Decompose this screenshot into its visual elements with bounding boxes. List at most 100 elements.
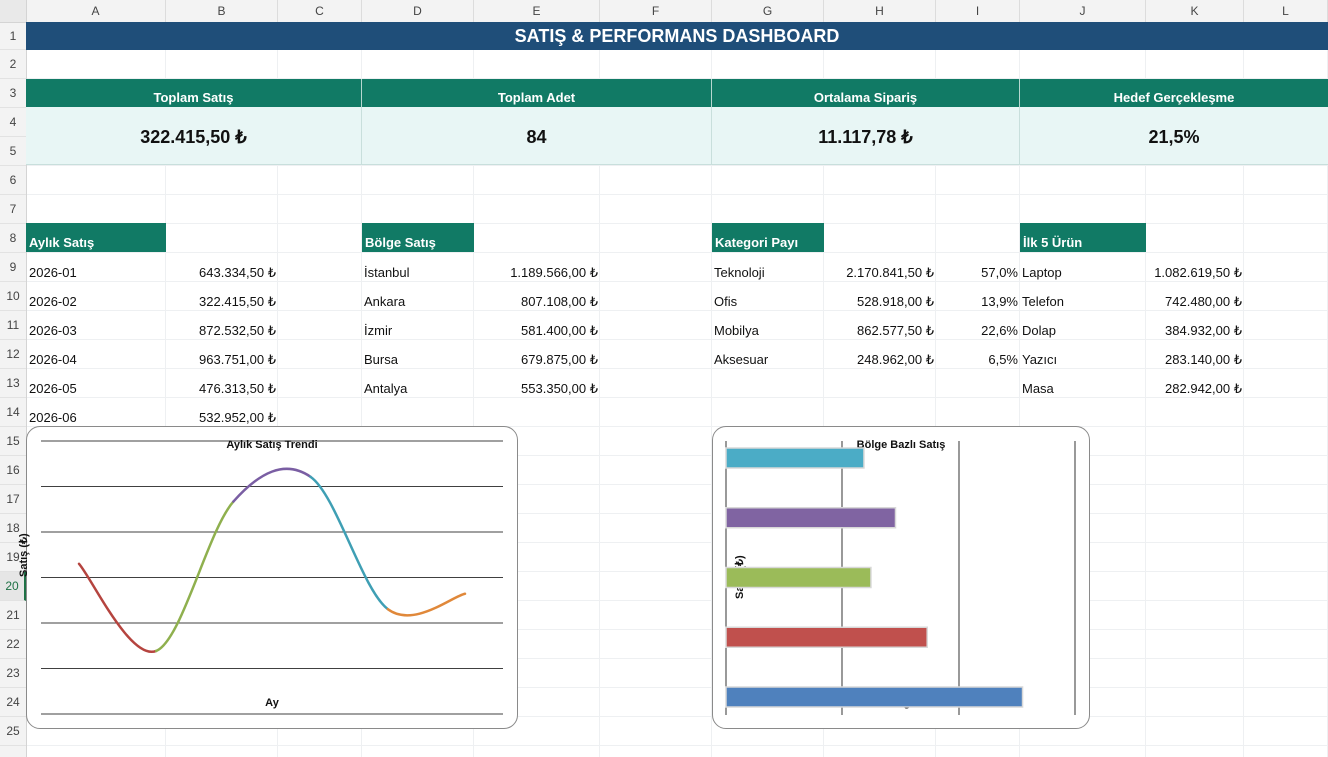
column-gridline (823, 22, 824, 757)
row-gridline (26, 165, 1328, 166)
line-chart-monthly-trend[interactable]: Aylık Satış Trendi Ay Satış (₺) (18, 426, 518, 729)
region-name-cell: Antalya (364, 381, 408, 396)
section-header-category: Kategori Payı (712, 223, 824, 252)
region-name-cell: Bursa (364, 352, 398, 367)
monthly-value-cell: 643.334,50 ₺ (199, 265, 276, 280)
row-header-5[interactable]: 5 (0, 137, 26, 166)
product-name-cell: Dolap (1022, 323, 1056, 338)
region-name-cell: İzmir (364, 323, 393, 338)
row-header-1[interactable]: 1 (0, 22, 26, 50)
row-header-16[interactable]: 16 (0, 456, 26, 485)
row-header-8[interactable]: 8 (0, 224, 26, 253)
kpi-value-total-sales: 322.415,50 ₺ (26, 107, 362, 165)
category-name-cell: Teknoloji (714, 265, 765, 280)
column-header-c[interactable]: C (278, 0, 362, 22)
column-gridline (599, 22, 600, 757)
kpi-label-total-qty: Toplam Adet (362, 79, 712, 107)
section-header-top-products: İlk 5 Ürün (1020, 223, 1146, 252)
column-header-l[interactable]: L (1244, 0, 1328, 22)
row-header-22[interactable]: 22 (0, 630, 26, 659)
row-header-17[interactable]: 17 (0, 485, 26, 514)
category-value-cell: 248.962,00 ₺ (857, 352, 934, 367)
row-header-18[interactable]: 18 (0, 514, 26, 543)
region-value-cell: 807.108,00 ₺ (521, 294, 598, 309)
row-header-23[interactable]: 23 (0, 659, 26, 688)
row-gridline (26, 310, 1328, 311)
bar-chart-plot (725, 441, 1076, 715)
monthly-month-cell: 2026-01 (29, 265, 77, 280)
bar-chart-title: Bölge Bazlı Satış (856, 439, 946, 451)
line-chart-segment-2026-05 (386, 592, 467, 617)
row-gridline (26, 223, 1328, 224)
column-gridline (1243, 22, 1244, 757)
row-gridline (26, 455, 1328, 456)
row-header-9[interactable]: 9 (0, 253, 26, 282)
row-gridline (26, 281, 1328, 282)
row-gridline (26, 716, 1328, 717)
monthly-month-cell: 2026-06 (29, 410, 77, 425)
row-header-25[interactable]: 25 (0, 717, 26, 746)
monthly-month-cell: 2026-04 (29, 352, 77, 367)
row-header-24[interactable]: 24 (0, 688, 26, 717)
row-gridline (26, 658, 1328, 659)
category-value-cell: 862.577,50 ₺ (857, 323, 934, 338)
row-gridline (26, 339, 1328, 340)
kpi-label-total-sales: Toplam Satış (26, 79, 362, 107)
dashboard-title: SATIŞ & PERFORMANS DASHBOARD (26, 22, 1328, 50)
column-header-i[interactable]: I (936, 0, 1020, 22)
column-header-d[interactable]: D (362, 0, 474, 22)
bar-Ankara (725, 626, 928, 648)
product-name-cell: Telefon (1022, 294, 1064, 309)
product-value-cell: 742.480,00 ₺ (1165, 294, 1242, 309)
column-gridline (165, 22, 166, 757)
bar-chart-region-sales[interactable]: Bölge Bazlı Satış Bölge Satış (₺) (712, 426, 1090, 729)
column-header-j[interactable]: J (1020, 0, 1146, 22)
row-gridline (26, 426, 1328, 427)
row-header-14[interactable]: 14 (0, 398, 26, 427)
column-header-e[interactable]: E (474, 0, 600, 22)
row-header-10[interactable]: 10 (0, 282, 26, 311)
row-header-2[interactable]: 2 (0, 50, 26, 79)
line-chart-x-axis-label: Ay (265, 697, 279, 709)
line-chart-segment-2026-02 (154, 500, 235, 653)
row-header-15[interactable]: 15 (0, 427, 26, 456)
bar-İzmir (725, 566, 872, 589)
category-share-cell: 22,6% (981, 323, 1018, 338)
line-chart-segment-2026-04 (309, 475, 390, 611)
row-header-3[interactable]: 3 (0, 79, 26, 108)
row-header-19[interactable]: 19 (0, 543, 26, 572)
line-chart-title: Aylık Satış Trendi (226, 439, 318, 451)
column-header-k[interactable]: K (1146, 0, 1244, 22)
row-gridline (26, 513, 1328, 514)
select-all-corner[interactable] (0, 0, 27, 23)
column-gridline (935, 22, 936, 757)
row-header-21[interactable]: 21 (0, 601, 26, 630)
product-value-cell: 283.140,00 ₺ (1165, 352, 1242, 367)
column-header-b[interactable]: B (166, 0, 278, 22)
product-value-cell: 384.932,00 ₺ (1165, 323, 1242, 338)
line-chart-plot (41, 440, 503, 715)
column-header-h[interactable]: H (824, 0, 936, 22)
kpi-value-total-qty: 84 (362, 107, 712, 165)
row-header-20[interactable]: 20 (0, 572, 26, 601)
row-header-13[interactable]: 13 (0, 369, 26, 398)
row-header-7[interactable]: 7 (0, 195, 26, 224)
monthly-month-cell: 2026-02 (29, 294, 77, 309)
column-header-a[interactable]: A (26, 0, 166, 22)
monthly-month-cell: 2026-05 (29, 381, 77, 396)
monthly-value-cell: 872.532,50 ₺ (199, 323, 276, 338)
product-value-cell: 1.082.619,50 ₺ (1154, 265, 1242, 280)
row-header-11[interactable]: 11 (0, 311, 26, 340)
monthly-value-cell: 322.415,50 ₺ (199, 294, 276, 309)
region-value-cell: 553.350,00 ₺ (521, 381, 598, 396)
row-header-4[interactable]: 4 (0, 108, 26, 137)
category-share-cell: 57,0% (981, 265, 1018, 280)
row-gridline (26, 542, 1328, 543)
row-header-12[interactable]: 12 (0, 340, 26, 369)
row-gridline (26, 687, 1328, 688)
row-header-6[interactable]: 6 (0, 166, 26, 195)
column-header-f[interactable]: F (600, 0, 712, 22)
column-header-g[interactable]: G (712, 0, 824, 22)
bar-Antalya (725, 447, 865, 469)
monthly-month-cell: 2026-03 (29, 323, 77, 338)
